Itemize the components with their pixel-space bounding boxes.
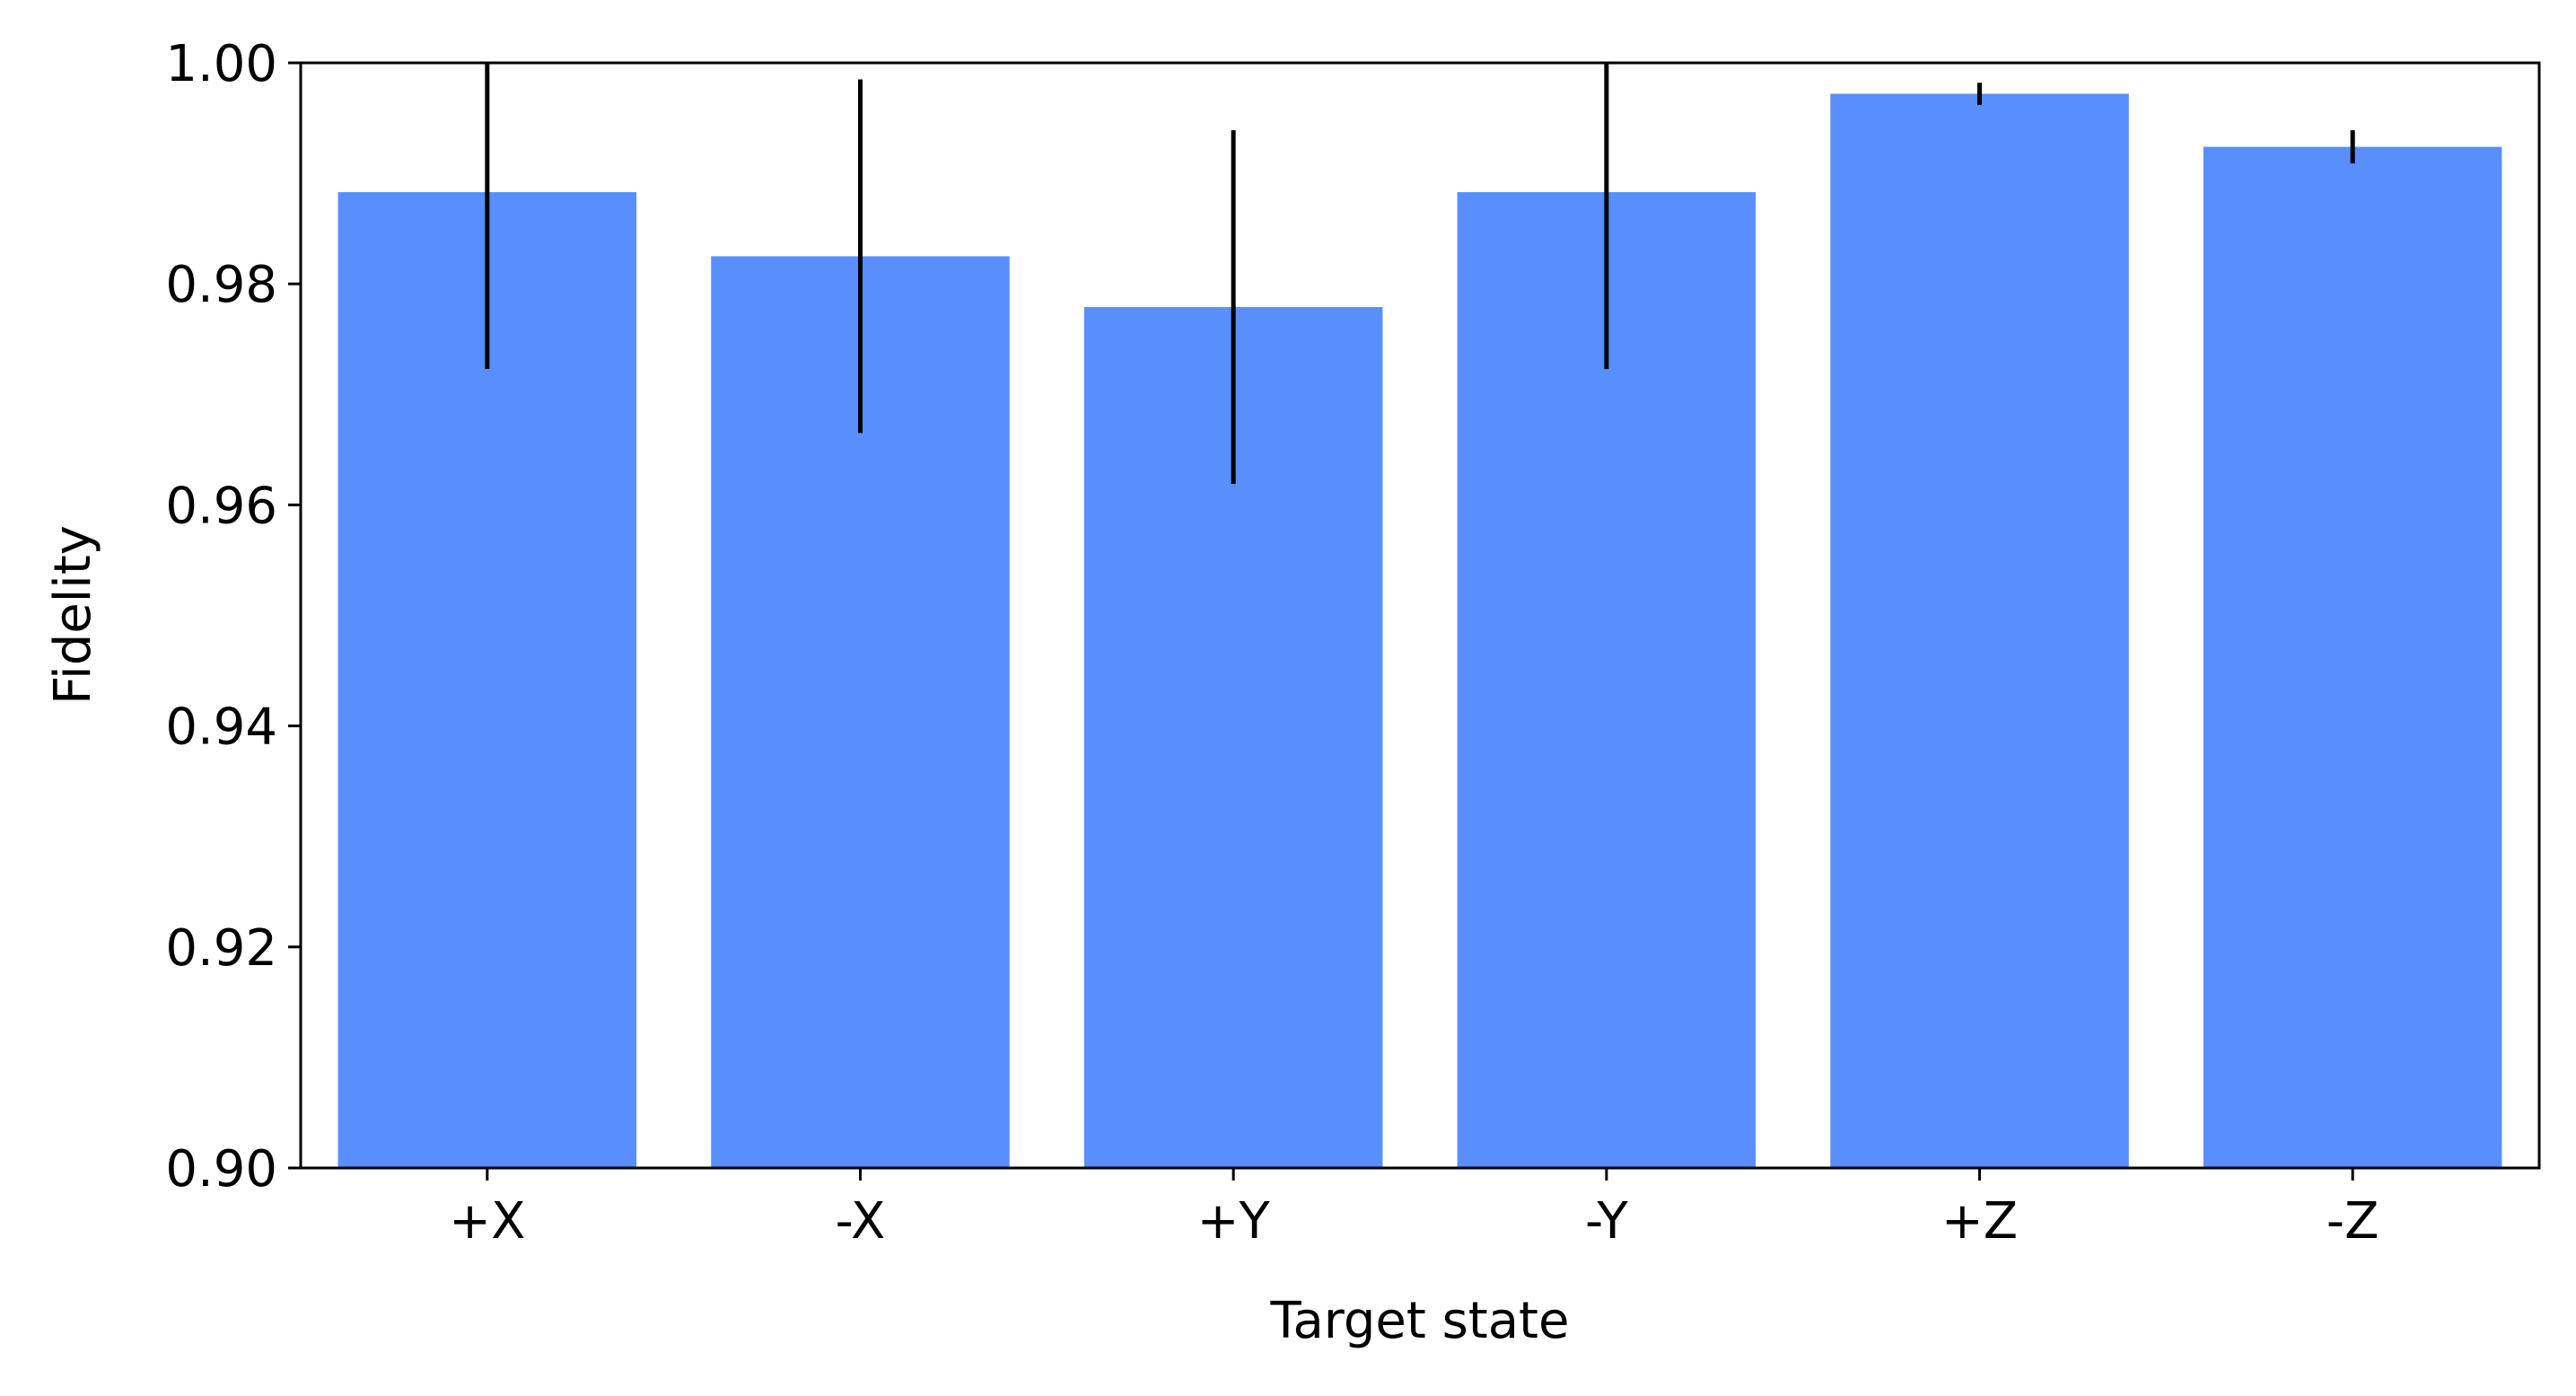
y-axis-label: Fidelity <box>44 525 102 705</box>
x-tick-label: +X <box>449 1192 525 1251</box>
y-tick-label: 0.92 <box>165 919 277 978</box>
axes-frame <box>299 61 2541 1170</box>
x-tick-label: -X <box>836 1192 886 1251</box>
x-tick-label: -Z <box>2326 1192 2379 1251</box>
x-tick-label: -Y <box>1585 1192 1629 1251</box>
y-tick-label: 0.96 <box>165 477 277 535</box>
x-tick-label: +Z <box>1941 1192 2018 1251</box>
bar <box>2203 146 2502 1168</box>
y-tick-label: 1.00 <box>165 35 277 93</box>
y-tick-label: 0.94 <box>165 698 277 757</box>
y-tick-label: 0.98 <box>165 256 277 314</box>
x-axis-label: Target state <box>1270 1292 1570 1350</box>
y-tick-label: 0.90 <box>165 1140 277 1198</box>
x-tick-label: +Y <box>1197 1192 1271 1251</box>
bar <box>1830 93 2129 1168</box>
plot-area <box>337 63 2502 1168</box>
